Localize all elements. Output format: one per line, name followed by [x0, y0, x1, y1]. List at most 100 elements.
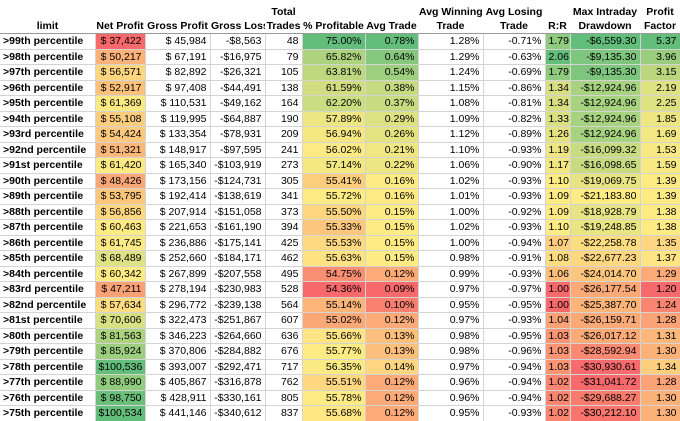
cell: -$207,558	[209, 265, 266, 282]
cell: 1.31	[639, 327, 680, 344]
cell: $ 88,990	[94, 374, 146, 391]
cell: 1.79	[544, 33, 571, 50]
cell: $ 70,606	[94, 312, 146, 329]
cell: $ 428,911	[144, 389, 211, 406]
cell: 55.66%	[301, 327, 366, 344]
cell: 0.12%	[364, 389, 419, 406]
header-line: Profit	[646, 6, 674, 18]
cell: $ 165,340	[144, 157, 211, 174]
cell: 1.28%	[417, 33, 484, 50]
cell: 3.15	[639, 64, 680, 81]
header-line: limit	[36, 20, 59, 32]
cell: 0.97%	[417, 281, 484, 298]
cell: 164	[264, 95, 303, 112]
cell: -0.86%	[482, 79, 546, 96]
header-line: Avg Winning	[419, 6, 483, 18]
cell: -$292,471	[209, 358, 266, 375]
row-label: >95th percentile	[0, 95, 96, 112]
cell: -$19,248.85	[569, 219, 641, 236]
cell: 0.38%	[364, 79, 419, 96]
cell: -$29,688.27	[569, 389, 641, 406]
cell: 373	[264, 203, 303, 220]
header-line: % Profitable	[303, 20, 364, 32]
cell: 55.72%	[301, 188, 366, 205]
data-row: >96th percentile $ 52,917 $ 97,408 -$44,491…	[0, 79, 680, 96]
header-line: Net Profit	[96, 20, 144, 32]
cell: 0.15%	[364, 250, 419, 267]
cell: 56.94%	[301, 126, 366, 143]
data-row: >89th percentile $ 53,795 $ 192,414 -$138,6…	[0, 188, 680, 205]
cell: 0.09%	[364, 281, 419, 298]
row-label: >80th percentile	[0, 327, 96, 344]
cell: $ 110,531	[144, 95, 211, 112]
cell: 0.12%	[364, 312, 419, 329]
cell: -$64,887	[209, 110, 266, 127]
cell: 495	[264, 265, 303, 282]
column-header: Profit Factor	[640, 0, 680, 34]
cell: $ 405,867	[144, 374, 211, 391]
data-row: >90th percentile $ 48,426 $ 173,156 -$124,7…	[0, 172, 680, 189]
cell: 564	[264, 296, 303, 313]
cell: -$16,099.32	[569, 141, 641, 158]
cell: $ 60,342	[94, 265, 146, 282]
cell: -0.89%	[482, 126, 546, 143]
cell: 1.02%	[417, 219, 484, 236]
cell: $ 54,424	[94, 126, 146, 143]
cell: 805	[264, 389, 303, 406]
header-line: Total	[271, 6, 296, 18]
cell: $ 192,414	[144, 188, 211, 205]
cell: -0.93%	[482, 172, 546, 189]
cell: -$161,190	[209, 219, 266, 236]
cell: $ 207,914	[144, 203, 211, 220]
row-label: >83rd percentile	[0, 281, 96, 298]
cell: $ 56,856	[94, 203, 146, 220]
data-row: >86th percentile $ 61,745 $ 236,886 -$175,1…	[0, 234, 680, 251]
header-line: Gross Profit	[147, 20, 208, 32]
data-row: >75th percentile $100,534 $ 441,146 -$340,6…	[0, 405, 680, 421]
row-label: >92nd percentile	[0, 141, 96, 158]
cell: $ 37,422	[94, 33, 146, 50]
data-row: >80th percentile $ 81,563 $ 346,223 -$264,6…	[0, 327, 680, 344]
cell: 1.03	[544, 327, 571, 344]
row-label: >88th percentile	[0, 203, 96, 220]
cell: 1.02	[544, 389, 571, 406]
cell: 0.98%	[417, 343, 484, 360]
cell: 55.77%	[301, 343, 366, 360]
row-label: >86th percentile	[0, 234, 96, 251]
row-label: >96th percentile	[0, 79, 96, 96]
row-label: >78th percentile	[0, 358, 96, 375]
cell: 138	[264, 79, 303, 96]
cell: 0.98%	[417, 327, 484, 344]
header-line: Trades	[266, 20, 301, 32]
cell: 0.12%	[364, 405, 419, 421]
cell: -$151,058	[209, 203, 266, 220]
cell: 48	[264, 33, 303, 50]
cell: $ 173,156	[144, 172, 211, 189]
cell: $ 370,806	[144, 343, 211, 360]
row-label: >79th percentile	[0, 343, 96, 360]
cell: -0.97%	[482, 281, 546, 298]
cell: -$184,171	[209, 250, 266, 267]
cell: $ 296,772	[144, 296, 211, 313]
cell: 241	[264, 141, 303, 158]
cell: 1.30	[639, 343, 680, 360]
cell: 0.97%	[417, 358, 484, 375]
cell: 636	[264, 327, 303, 344]
cell: 1.03	[544, 343, 571, 360]
cell: $ 148,917	[144, 141, 211, 158]
cell: 1.20	[639, 281, 680, 298]
cell: $ 322,473	[144, 312, 211, 329]
cell: 1.34	[544, 79, 571, 96]
cell: $ 81,563	[94, 327, 146, 344]
cell: 1.35	[639, 234, 680, 251]
cell: 341	[264, 188, 303, 205]
row-label: >75th percentile	[0, 405, 96, 421]
cell: 1.02	[544, 374, 571, 391]
cell: 105	[264, 64, 303, 81]
cell: 55.02%	[301, 312, 366, 329]
cell: 1.10%	[417, 141, 484, 158]
cell: 1.00	[544, 281, 571, 298]
table-body: >99th percentile $ 37,422 $ 45,984 -$8,563 4…	[0, 33, 680, 421]
row-label: >77th percentile	[0, 374, 96, 391]
cell: 0.22%	[364, 157, 419, 174]
